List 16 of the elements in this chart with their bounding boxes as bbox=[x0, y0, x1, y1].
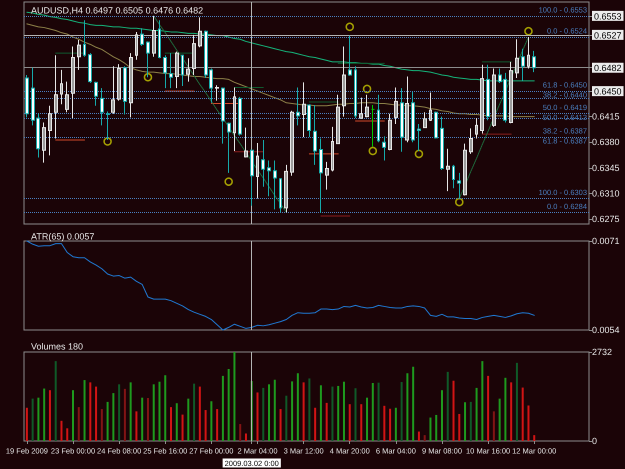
y-tick-label: 0.6482 bbox=[594, 63, 622, 74]
y-tick-label: 0.6450 bbox=[594, 86, 622, 97]
y-tick-label: 0 bbox=[592, 436, 598, 446]
y-tick-label: 0.6345 bbox=[592, 162, 620, 173]
chart-title: ATR(65) 0.0057 bbox=[31, 232, 94, 242]
y-tick-label: 0.0071 bbox=[592, 236, 620, 246]
chart-title: Volumes 180 bbox=[31, 342, 84, 352]
y-tick-label: 0.6310 bbox=[592, 188, 620, 198]
chart-title: AUDUSD,H4 0.6497 0.6505 0.6476 0.6482 bbox=[31, 6, 204, 16]
y-tick-label: 2732 bbox=[592, 347, 612, 357]
y-tick-label: 0.6527 bbox=[594, 30, 622, 40]
y-tick-label: 0.6275 bbox=[592, 214, 620, 224]
y-tick-label: 0.6380 bbox=[592, 137, 620, 148]
y-tick-label: 0.6553 bbox=[594, 11, 622, 22]
y-tick-label: 0.0054 bbox=[592, 325, 620, 335]
y-tick-label: 0.6415 bbox=[592, 112, 620, 122]
